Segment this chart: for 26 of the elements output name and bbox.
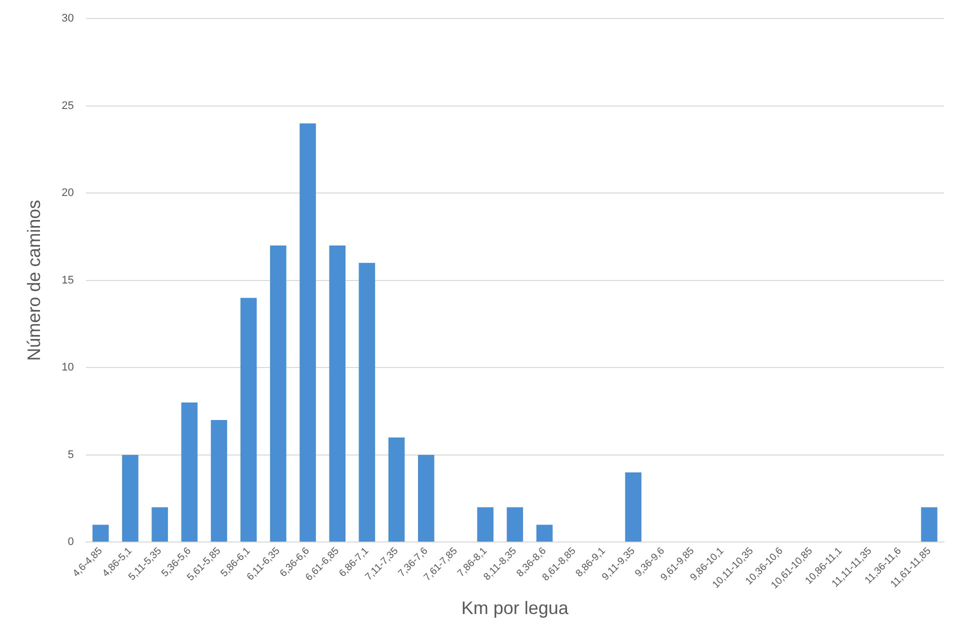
bar [300,123,316,542]
y-tick-label: 20 [62,187,74,200]
y-tick-label: 15 [62,274,74,286]
y-tick-label: 30 [62,12,74,25]
bar [152,507,168,542]
bar [536,524,553,542]
y-tick-label: 25 [62,100,74,112]
bar [358,262,376,542]
y-tick-label: 0 [68,536,74,548]
bar [122,454,138,542]
bar [92,524,109,542]
bar [477,507,494,542]
bar [240,298,257,542]
bar [418,454,434,542]
bar [506,507,524,542]
y-tick-label: 10 [62,362,74,374]
bar [210,420,228,542]
bar [181,402,198,542]
bar [625,472,642,542]
bar [270,245,286,542]
x-axis-title: Km por legua [461,598,570,618]
bar [329,245,346,542]
y-axis-title: Número de caminos [24,200,44,361]
y-tick-label: 5 [68,448,74,461]
bar [921,507,938,542]
bar [388,437,405,542]
